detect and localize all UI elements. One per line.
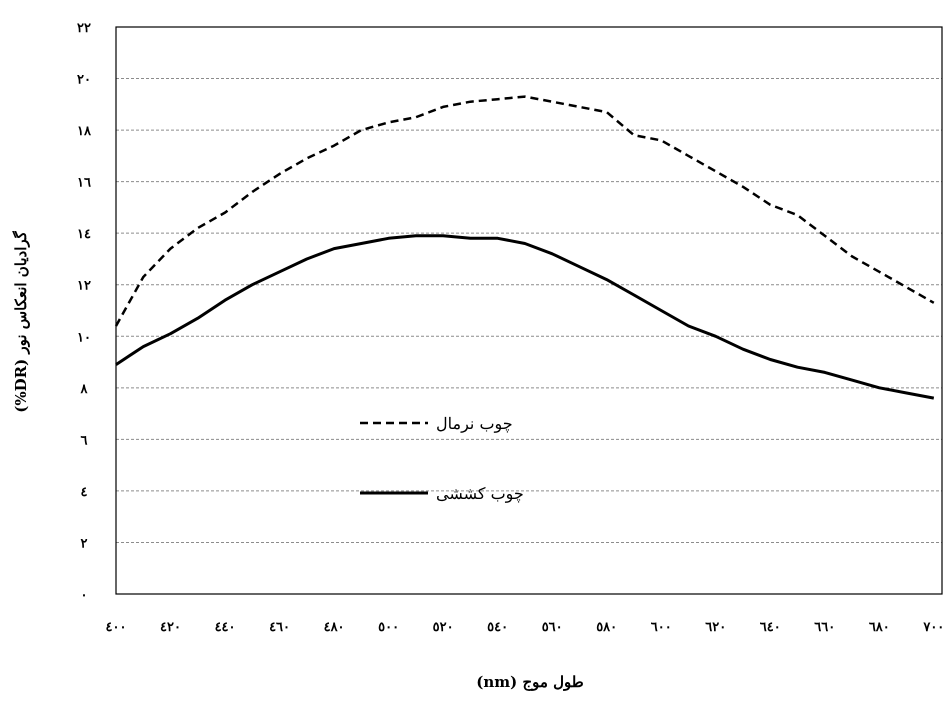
legend-label-normal-wood: چوب نرمال [436,414,513,433]
legend: چوب نرمال چوب کششی [360,414,524,503]
series-line-tension-wood [115,234,935,400]
x-tick-label: ٤٦٠ [269,620,290,635]
grid-lines [116,78,942,543]
x-tick-label: ٧٠٠ [922,620,944,635]
y-tick-label: ١٤ [77,227,91,242]
x-tick-label: ٤٤٠ [215,620,236,635]
x-tick-label: ٥٨٠ [596,620,617,635]
y-tick-label: ٢٢ [77,21,91,36]
x-tick-label: ٥٢٠ [433,620,454,635]
x-tick-label: ٦٨٠ [869,620,890,635]
y-tick-label: ٢٠ [77,73,91,88]
y-tick-label: ١٠ [77,330,91,345]
x-axis-ticks: ٤٠٠ ٤٢٠ ٤٤٠ ٤٦٠ ٤٨٠ ٥٠٠ ٥٢٠ ٥٤٠ ٥٦٠ ٥٨٠ ٦٠٠ ٦٢٠ ٦٤٠ ٦… [106,620,945,635]
y-tick-label: ٢ [81,536,88,551]
y-tick-label: ٤ [81,485,88,500]
x-tick-label: ٤٢٠ [160,620,181,635]
y-axis-label: گرادیان انعکاس نور (DR%) [12,230,30,412]
y-axis-ticks: ٠ ٢ ٤ ٦ ٨ ١٠ ١٢ ١٤ ١٦ ١٨ ٢٠ ٢٢ [77,21,92,603]
y-tick-label: ٦ [81,433,88,448]
x-tick-label: ٥٤٠ [487,620,508,635]
legend-label-tension-wood: چوب کششی [436,484,524,503]
y-tick-label: ١٢ [77,279,91,294]
x-axis-label: طول موج (nm) [476,673,584,691]
y-tick-label: ١٨ [77,124,92,139]
y-tick-label: ١٦ [77,176,91,191]
plot-frame [115,26,943,595]
y-tick-label: ٨ [80,382,89,397]
x-tick-label: ٦٢٠ [705,620,726,635]
x-tick-label: ٦٦٠ [814,620,835,635]
y-tick-label: ٠ [81,588,88,603]
x-tick-label: ٦٤٠ [760,620,781,635]
x-tick-label: ٤٠٠ [106,620,127,635]
x-tick-label: ٥٠٠ [378,620,399,635]
x-tick-label: ٤٨٠ [324,620,345,635]
x-tick-label: ٥٦٠ [542,620,563,635]
series-line-normal-wood [114,95,935,327]
series-group [114,95,935,400]
x-tick-label: ٦٠٠ [651,620,672,635]
